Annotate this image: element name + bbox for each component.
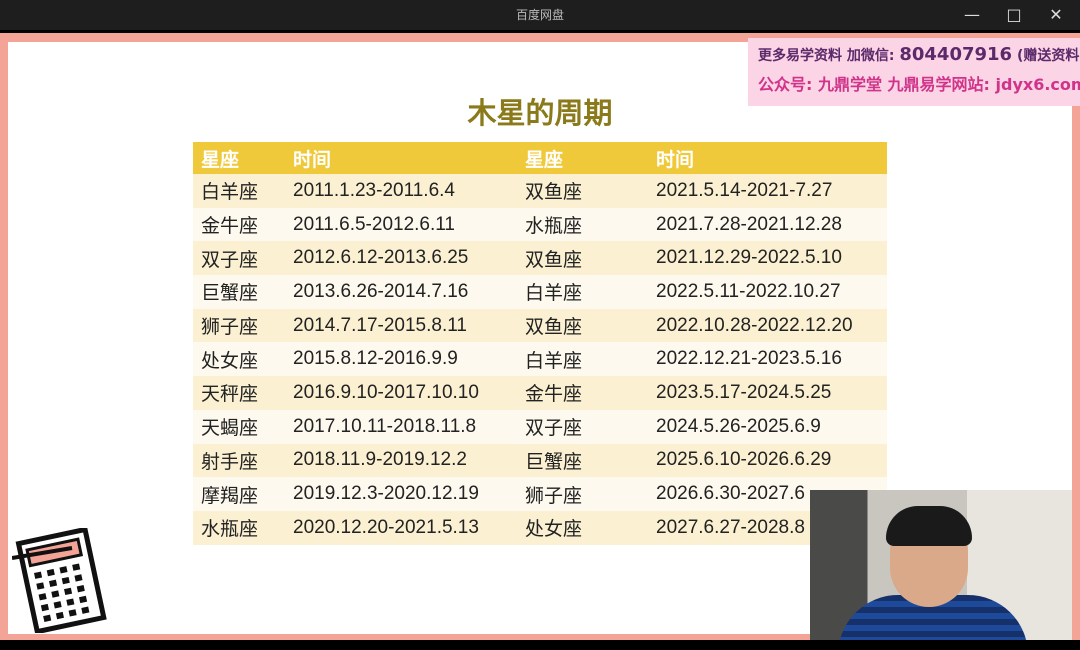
maximize-button[interactable]: □ (1006, 5, 1022, 24)
minimize-button[interactable]: — (964, 5, 980, 24)
jupiter-cycle-table: 星座 时间 星座 时间 白羊座 2011.1.23-2011.6.4 双鱼座 2021… (193, 142, 887, 545)
time-cell: 2023.5.17-2024.5.25 (648, 376, 887, 410)
header-sign: 星座 (193, 142, 285, 174)
time-cell: 2020.12.20-2021.5.13 (285, 510, 517, 545)
video-frame: 木星的周期 星座 时间 星座 时间 白羊座 2011.1.23-2011.6.4 双… (0, 33, 1080, 640)
time-cell: 2021.12.29-2022.5.10 (648, 241, 887, 276)
table-row: 处女座 2015.8.12-2016.9.9 白羊座 2022.12.21-2023.… (193, 342, 887, 377)
table-row: 金牛座 2011.6.5-2012.6.11 水瓶座 2021.7.28-2021.1… (193, 207, 887, 242)
wechat-id: 804407916 (899, 44, 1013, 65)
webcam-overlay (810, 490, 1072, 640)
table-row: 水瓶座 2020.12.20-2021.5.13 处女座 2027.6.27-2028… (193, 510, 887, 545)
time-cell: 2012.6.12-2013.6.25 (285, 241, 517, 276)
promo-banner: 更多易学资料 加微信: 804407916 (赠送资料) 公众号: 九鼎学堂 九… (748, 38, 1080, 106)
table-row: 摩羯座 2019.12.3-2020.12.19 狮子座 2026.6.30-2027… (193, 477, 887, 511)
sign-cell: 摩羯座 (193, 477, 285, 511)
slide-title: 木星的周期 (467, 96, 613, 130)
time-cell: 2014.7.17-2015.8.11 (285, 308, 517, 343)
calculator-icon (12, 528, 107, 633)
slide: 木星的周期 星座 时间 星座 时间 白羊座 2011.1.23-2011.6.4 双… (8, 42, 1072, 634)
time-cell: 2019.12.3-2020.12.19 (285, 477, 517, 511)
sign-cell: 白羊座 (193, 174, 285, 208)
sign-cell: 金牛座 (193, 207, 285, 242)
table-row: 双子座 2012.6.12-2013.6.25 双鱼座 2021.12.29-2022… (193, 241, 887, 276)
sign-cell: 水瓶座 (517, 207, 648, 242)
time-cell: 2018.11.9-2019.12.2 (285, 443, 517, 478)
table-row: 天蝎座 2017.10.11-2018.11.8 双子座 2024.5.26-2025… (193, 409, 887, 444)
promo-text: (赠送资料) (1016, 48, 1080, 64)
time-cell: 2021.5.14-2021-7.27 (648, 174, 887, 208)
time-cell: 2015.8.12-2016.9.9 (285, 342, 517, 377)
sign-cell: 金牛座 (517, 376, 648, 410)
header-time: 时间 (285, 142, 517, 174)
sign-cell: 双鱼座 (517, 308, 648, 343)
time-cell: 2011.1.23-2011.6.4 (285, 174, 517, 208)
table-row: 天秤座 2016.9.10-2017.10.10 金牛座 2023.5.17-2024… (193, 376, 887, 410)
sign-cell: 巨蟹座 (193, 275, 285, 309)
sign-cell: 天秤座 (193, 376, 285, 410)
time-cell: 2024.5.26-2025.6.9 (648, 409, 887, 444)
table-row: 巨蟹座 2013.6.26-2014.7.16 白羊座 2022.5.11-2022.… (193, 275, 887, 309)
close-button[interactable]: ✕ (1049, 5, 1063, 24)
promo-text: 更多易学资料 加微信: (758, 48, 895, 64)
sign-cell: 白羊座 (517, 275, 648, 309)
time-cell: 2016.9.10-2017.10.10 (285, 376, 517, 410)
table-row: 狮子座 2014.7.17-2015.8.11 双鱼座 2022.10.28-2022… (193, 308, 887, 343)
sign-cell: 狮子座 (517, 477, 648, 511)
sign-cell: 白羊座 (517, 342, 648, 377)
time-cell: 2011.6.5-2012.6.11 (285, 207, 517, 242)
promo-line2: 公众号: 九鼎学堂 九鼎易学网站: jdyx6.com (758, 75, 1080, 94)
time-cell: 2025.6.10-2026.6.29 (648, 443, 887, 478)
time-cell: 2022.10.28-2022.12.20 (648, 308, 887, 343)
time-cell: 2017.10.11-2018.11.8 (285, 409, 517, 444)
sign-cell: 巨蟹座 (517, 443, 648, 478)
time-cell: 2013.6.26-2014.7.16 (285, 275, 517, 309)
sign-cell: 双子座 (193, 241, 285, 276)
header-sign: 星座 (517, 142, 648, 174)
sign-cell: 射手座 (193, 443, 285, 478)
sign-cell: 处女座 (517, 510, 648, 545)
sign-cell: 双子座 (517, 409, 648, 444)
sign-cell: 狮子座 (193, 308, 285, 343)
time-cell: 2022.12.21-2023.5.16 (648, 342, 887, 377)
sign-cell: 水瓶座 (193, 510, 285, 545)
sign-cell: 处女座 (193, 342, 285, 377)
sign-cell: 双鱼座 (517, 174, 648, 208)
time-cell: 2021.7.28-2021.12.28 (648, 207, 887, 242)
table-row: 射手座 2018.11.9-2019.12.2 巨蟹座 2025.6.10-2026.… (193, 443, 887, 478)
window-titlebar: 百度网盘 — □ ✕ (0, 0, 1080, 30)
window-title: 百度网盘 (515, 8, 564, 22)
sign-cell: 双鱼座 (517, 241, 648, 276)
table-row: 白羊座 2011.1.23-2011.6.4 双鱼座 2021.5.14-2021-7… (193, 174, 887, 208)
time-cell: 2022.5.11-2022.10.27 (648, 275, 887, 309)
sign-cell: 天蝎座 (193, 409, 285, 444)
header-time: 时间 (648, 142, 887, 174)
